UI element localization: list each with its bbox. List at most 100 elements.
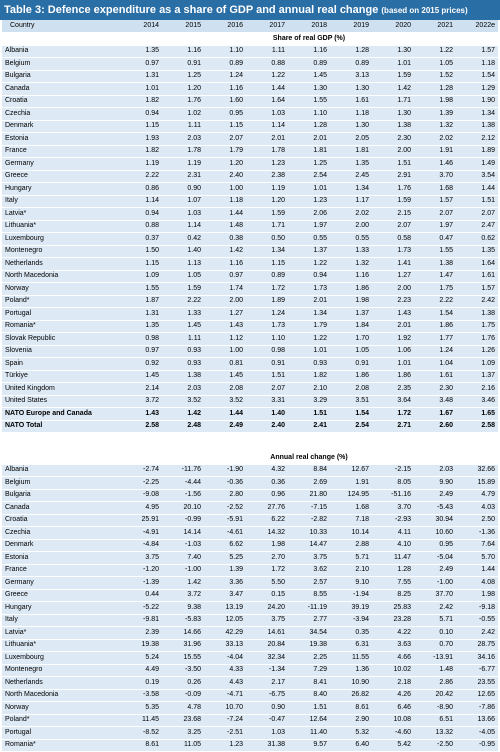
cell: 1.34 bbox=[288, 307, 330, 321]
cell: 21.80 bbox=[288, 489, 330, 502]
cell: 0.93 bbox=[162, 357, 204, 371]
cell: 1.40 bbox=[246, 407, 288, 421]
cell: 8.40 bbox=[288, 689, 330, 702]
table-row: Lithuania* 0.88 1.14 1.48 1.71 1.97 2.00 2.07 1.… bbox=[2, 220, 498, 233]
cell: -51.16 bbox=[372, 489, 414, 502]
cell: 12.65 bbox=[456, 689, 498, 702]
cell: -1.20 bbox=[120, 564, 162, 577]
table-row: Italy -9.81 -5.83 12.05 3.75 2.77 -3.94 23.28 5.… bbox=[2, 614, 498, 627]
column-header: 2019 bbox=[330, 20, 372, 33]
cell: 0.97 bbox=[120, 57, 162, 71]
cell: 37.70 bbox=[414, 589, 456, 602]
country: Greece bbox=[2, 170, 120, 183]
table-row: Estonia 3.75 7.40 5.25 2.70 3.75 5.71 11.47 -5.0… bbox=[2, 551, 498, 565]
cell: 1.20 bbox=[162, 82, 204, 96]
cell: 0.90 bbox=[162, 182, 204, 196]
cell: 1.28 bbox=[414, 82, 456, 96]
cell: 0.98 bbox=[120, 332, 162, 346]
cell: 32.34 bbox=[246, 651, 288, 665]
cell: 4.11 bbox=[372, 526, 414, 540]
cell: 1.74 bbox=[204, 282, 246, 296]
cell: 3.62 bbox=[288, 564, 330, 577]
country: Spain bbox=[2, 357, 120, 371]
cell: 1.78 bbox=[162, 145, 204, 158]
cell: 1.43 bbox=[372, 307, 414, 321]
cell: 1.44 bbox=[246, 82, 288, 96]
cell: 0.93 bbox=[288, 357, 330, 371]
cell: 1.68 bbox=[414, 182, 456, 196]
cell: 1.89 bbox=[456, 145, 498, 158]
table-row: Montenegro 1.50 1.40 1.42 1.34 1.37 1.33 1.73 1.… bbox=[2, 245, 498, 258]
cell: 1.30 bbox=[330, 120, 372, 133]
cell: 5.50 bbox=[246, 576, 288, 590]
cell: 1.86 bbox=[372, 370, 414, 383]
cell: 34.16 bbox=[456, 651, 498, 665]
cell: 1.00 bbox=[204, 345, 246, 358]
cell: 2.42 bbox=[456, 626, 498, 640]
cell: 1.32 bbox=[414, 120, 456, 133]
cell: 8.84 bbox=[288, 464, 330, 477]
cell: 0.81 bbox=[204, 357, 246, 371]
table-row: Greece 2.22 2.31 2.40 2.38 2.54 2.45 2.91 3.70 3.… bbox=[2, 170, 498, 183]
cell: 3.52 bbox=[162, 395, 204, 408]
cell: 3.46 bbox=[456, 395, 498, 408]
cell: 1.40 bbox=[162, 245, 204, 258]
country: Lithuania* bbox=[2, 639, 120, 652]
cell: -5.83 bbox=[162, 614, 204, 627]
cell: -7.15 bbox=[288, 501, 330, 515]
country: Czechia bbox=[2, 107, 120, 121]
cell: -6.75 bbox=[246, 689, 288, 702]
cell: 1.44 bbox=[456, 564, 498, 577]
country: North Macedonia bbox=[2, 689, 120, 702]
cell: 9.57 bbox=[288, 739, 330, 752]
cell: 42.29 bbox=[204, 626, 246, 640]
cell: 1.10 bbox=[204, 45, 246, 58]
country: Slovenia bbox=[2, 345, 120, 358]
cell: 2.54 bbox=[330, 420, 372, 433]
country: Montenegro bbox=[2, 245, 120, 258]
cell: 1.16 bbox=[204, 82, 246, 96]
cell: 1.33 bbox=[162, 307, 204, 321]
table-row: NATO Europe and Canada 1.43 1.42 1.44 1.40 1.… bbox=[2, 407, 498, 421]
cell: 7.40 bbox=[162, 551, 204, 565]
cell: 8.61 bbox=[330, 701, 372, 715]
cell: 2.02 bbox=[414, 132, 456, 146]
cell: 1.90 bbox=[456, 95, 498, 108]
country: Norway bbox=[2, 282, 120, 296]
cell: 0.19 bbox=[120, 676, 162, 690]
table-row: Netherlands 0.19 0.26 4.43 2.17 8.41 10.90 2.18… bbox=[2, 676, 498, 690]
cell: 1.38 bbox=[162, 370, 204, 383]
cell: 5.35 bbox=[120, 701, 162, 715]
cell: 2.35 bbox=[372, 382, 414, 396]
blank bbox=[2, 451, 120, 465]
cell: 1.65 bbox=[456, 407, 498, 421]
cell: 1.46 bbox=[414, 157, 456, 171]
cell: 5.24 bbox=[120, 651, 162, 665]
cell: 2.06 bbox=[288, 207, 330, 221]
cell: 1.76 bbox=[456, 332, 498, 346]
cell: 1.54 bbox=[330, 407, 372, 421]
cell: 1.31 bbox=[120, 70, 162, 83]
cell: 2.49 bbox=[414, 489, 456, 502]
cell: 4.10 bbox=[372, 539, 414, 552]
cell: 2.00 bbox=[372, 145, 414, 158]
cell: 4.03 bbox=[456, 501, 498, 515]
cell: -4.60 bbox=[372, 726, 414, 740]
cell: 0.35 bbox=[330, 626, 372, 640]
cell: 1.67 bbox=[414, 407, 456, 421]
table-row: Estonia 1.93 2.03 2.07 2.01 2.01 2.05 2.30 2.02 2… bbox=[2, 132, 498, 146]
cell: 2.40 bbox=[204, 170, 246, 183]
cell: 2.49 bbox=[414, 564, 456, 577]
cell: 0.37 bbox=[120, 232, 162, 246]
cell: -4.71 bbox=[204, 689, 246, 702]
cell: 1.98 bbox=[246, 539, 288, 552]
cell: 1.54 bbox=[414, 307, 456, 321]
country: Poland* bbox=[2, 295, 120, 308]
cell: 3.51 bbox=[330, 395, 372, 408]
cell: 2.70 bbox=[246, 551, 288, 565]
cell: 1.15 bbox=[120, 257, 162, 271]
cell: 6.22 bbox=[246, 514, 288, 527]
cell: 0.26 bbox=[162, 676, 204, 690]
cell: 2.12 bbox=[456, 132, 498, 146]
section-row: Share of real GDP (%) bbox=[2, 32, 498, 46]
